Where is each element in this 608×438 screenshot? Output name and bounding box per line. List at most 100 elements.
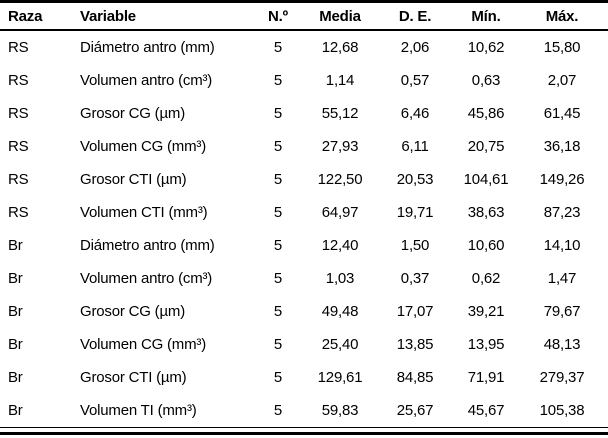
cell-min: 71,91 bbox=[467, 369, 505, 386]
cell-min: 38,63 bbox=[467, 204, 505, 221]
cell-min: 0,63 bbox=[471, 72, 501, 89]
cell-max: 105,38 bbox=[516, 394, 608, 428]
cell-min: 45,86 bbox=[467, 105, 505, 122]
cell-min: 20,75 bbox=[467, 138, 505, 155]
statistics-table: Raza Variable N.º Media D. E. Mín. Máx. … bbox=[0, 0, 608, 428]
cell-max: 48,13 bbox=[543, 336, 581, 353]
cell-de: 6,11 bbox=[401, 138, 429, 155]
cell-variable: Volumen CG (mm³) bbox=[80, 336, 206, 353]
cell-variable: Volumen antro (cm³) bbox=[80, 270, 213, 287]
cell-min: 13,95 bbox=[467, 336, 505, 353]
cell-media: 64,97 bbox=[321, 204, 359, 221]
cell-variable: Diámetro antro (mm) bbox=[80, 39, 215, 56]
cell-n: 5 bbox=[273, 138, 283, 155]
cell-variable: Grosor CTI (µm) bbox=[80, 171, 187, 188]
cell-de: 25,67 bbox=[374, 394, 456, 428]
cell-de: 19,71 bbox=[396, 204, 434, 221]
cell-de: 17,07 bbox=[396, 303, 434, 320]
table-row: Br Grosor CG (µm) 5 49,48 17,07 39,21 79… bbox=[0, 295, 608, 328]
column-header-variable: Variable bbox=[72, 1, 250, 31]
cell-raza: Br bbox=[8, 336, 23, 353]
cell-de: 2,06 bbox=[400, 39, 430, 56]
cell-max: 14,10 bbox=[543, 237, 581, 254]
table-row: RS Volumen antro (cm³) 5 1,14 0,57 0,63 … bbox=[0, 64, 608, 97]
cell-de: 0,37 bbox=[400, 270, 430, 287]
cell-min: 39,21 bbox=[467, 303, 505, 320]
table-row: Br Grosor CTI (µm) 5 129,61 84,85 71,91 … bbox=[0, 361, 608, 394]
cell-media: 12,68 bbox=[321, 39, 359, 56]
cell-de: 0,57 bbox=[400, 72, 430, 89]
cell-raza: RS bbox=[8, 72, 29, 89]
table-row: RS Grosor CTI (µm) 5 122,50 20,53 104,61… bbox=[0, 163, 608, 196]
cell-media: 49,48 bbox=[321, 303, 359, 320]
table-row: RS Volumen CG (mm³) 5 27,93 6,11 20,75 3… bbox=[0, 130, 608, 163]
table-row: Br Volumen CG (mm³) 5 25,40 13,85 13,95 … bbox=[0, 328, 608, 361]
cell-media: 25,40 bbox=[321, 336, 359, 353]
table-row: Br Volumen antro (cm³) 5 1,03 0,37 0,62 … bbox=[0, 262, 608, 295]
cell-n: 5 bbox=[273, 237, 283, 254]
cell-de: 1,50 bbox=[400, 237, 430, 254]
table-row: RS Grosor CG (µm) 5 55,12 6,46 45,86 61,… bbox=[0, 97, 608, 130]
table-row: Br Volumen TI (mm³) 5 59,83 25,67 45,67 … bbox=[0, 394, 608, 428]
cell-max: 36,18 bbox=[543, 138, 581, 155]
table-row: RS Diámetro antro (mm) 5 12,68 2,06 10,6… bbox=[0, 30, 608, 64]
column-header-max: Máx. bbox=[516, 1, 608, 31]
cell-variable: Volumen CG (mm³) bbox=[80, 138, 206, 155]
cell-n: 5 bbox=[250, 394, 306, 428]
cell-raza: Br bbox=[8, 270, 23, 287]
column-header-raza: Raza bbox=[0, 1, 72, 31]
header-row: Raza Variable N.º Media D. E. Mín. Máx. bbox=[0, 1, 608, 31]
cell-n: 5 bbox=[273, 336, 283, 353]
cell-de: 13,85 bbox=[396, 336, 434, 353]
cell-media: 1,03 bbox=[325, 270, 355, 287]
cell-n: 5 bbox=[273, 303, 283, 320]
cell-media: 59,83 bbox=[306, 394, 374, 428]
cell-variable: Grosor CG (µm) bbox=[80, 105, 186, 122]
cell-max: 61,45 bbox=[543, 105, 581, 122]
cell-variable: Volumen antro (cm³) bbox=[80, 72, 213, 89]
cell-de: 20,53 bbox=[396, 171, 434, 188]
cell-raza: RS bbox=[8, 39, 29, 56]
column-header-media: Media bbox=[306, 1, 374, 31]
cell-variable: Grosor CG (µm) bbox=[80, 303, 186, 320]
cell-max: 15,80 bbox=[543, 39, 581, 56]
cell-min: 10,62 bbox=[467, 39, 505, 56]
cell-media: 12,40 bbox=[321, 237, 359, 254]
cell-raza: Br bbox=[0, 394, 72, 428]
table-row: Br Diámetro antro (mm) 5 12,40 1,50 10,6… bbox=[0, 229, 608, 262]
cell-media: 122,50 bbox=[317, 171, 363, 188]
cell-raza: RS bbox=[8, 171, 29, 188]
cell-de: 6,46 bbox=[400, 105, 430, 122]
cell-min: 0,62 bbox=[471, 270, 501, 287]
cell-max: 79,67 bbox=[543, 303, 581, 320]
cell-raza: RS bbox=[8, 138, 29, 155]
cell-max: 279,37 bbox=[539, 369, 585, 386]
cell-media: 129,61 bbox=[317, 369, 363, 386]
table-bottom-rule bbox=[0, 432, 608, 435]
cell-n: 5 bbox=[273, 171, 283, 188]
column-header-n: N.º bbox=[250, 1, 306, 31]
cell-variable: Volumen TI (mm³) bbox=[72, 394, 250, 428]
cell-raza: RS bbox=[8, 204, 29, 221]
cell-max: 149,26 bbox=[539, 171, 585, 188]
cell-variable: Volumen CTI (mm³) bbox=[80, 204, 208, 221]
column-header-min: Mín. bbox=[456, 1, 516, 31]
cell-raza: Br bbox=[8, 303, 23, 320]
cell-n: 5 bbox=[273, 39, 283, 56]
cell-media: 55,12 bbox=[321, 105, 359, 122]
cell-n: 5 bbox=[273, 105, 283, 122]
cell-min: 10,60 bbox=[467, 237, 505, 254]
column-header-de: D. E. bbox=[374, 1, 456, 31]
cell-max: 1,47 bbox=[547, 270, 577, 287]
cell-de: 84,85 bbox=[396, 369, 434, 386]
cell-raza: Br bbox=[8, 237, 23, 254]
cell-min: 104,61 bbox=[463, 171, 509, 188]
table-row: RS Volumen CTI (mm³) 5 64,97 19,71 38,63… bbox=[0, 196, 608, 229]
cell-media: 1,14 bbox=[325, 72, 355, 89]
cell-media: 27,93 bbox=[321, 138, 359, 155]
cell-variable: Grosor CTI (µm) bbox=[80, 369, 187, 386]
cell-variable: Diámetro antro (mm) bbox=[80, 237, 215, 254]
cell-n: 5 bbox=[273, 369, 283, 386]
cell-raza: RS bbox=[8, 105, 29, 122]
